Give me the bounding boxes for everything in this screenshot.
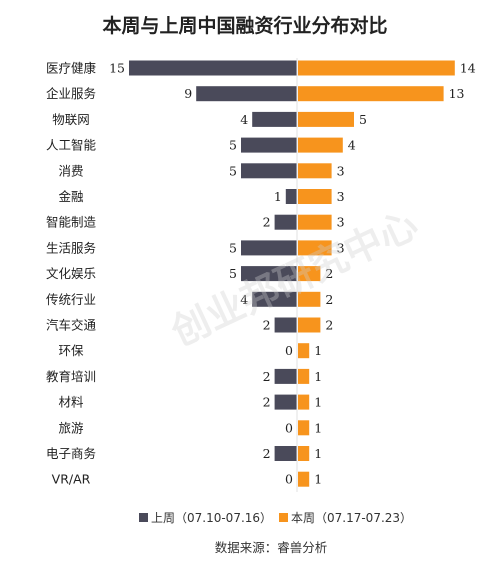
category-label: 金融 [58,189,84,204]
category-label: 生活服务 [46,240,96,255]
data-source: 数据来源：睿兽分析 [215,540,328,555]
bar-last-week [129,60,297,76]
bar-last-week [285,189,297,204]
value-label-this-week: 14 [460,61,476,76]
value-label-this-week: 3 [337,163,345,178]
value-label-last-week: 5 [229,240,237,255]
category-label: 传统行业 [46,292,96,307]
category-label: 消费 [58,163,83,178]
category-label: 旅游 [58,420,84,435]
legend-swatch-this-week [279,513,288,522]
bar-last-week [274,214,297,230]
category-label: 智能制造 [46,215,97,230]
value-label-this-week: 2 [325,292,333,307]
value-label-last-week: 4 [240,292,248,307]
bar-this-week [298,163,332,179]
value-label-this-week: 3 [337,215,345,230]
bar-last-week [274,446,297,461]
value-label-this-week: 1 [314,343,322,358]
value-label-this-week: 4 [348,138,356,153]
value-label-this-week: 1 [314,446,322,461]
bar-this-week [298,291,321,307]
bar-this-week [298,471,310,487]
legend-label-this-week: 本周（07.17-07.23） [291,511,412,525]
value-label-last-week: 2 [263,446,271,461]
category-label: 电子商务 [46,446,96,461]
value-label-last-week: 1 [274,189,282,204]
value-label-last-week: 2 [263,369,271,384]
value-label-last-week: 2 [263,215,271,230]
value-label-this-week: 13 [449,86,465,101]
category-label: 汽车交通 [46,318,97,333]
category-label: 物联网 [52,112,90,127]
category-label: 材料 [58,395,84,410]
bar-last-week [241,163,297,179]
value-label-this-week: 5 [359,112,367,127]
bar-last-week [252,291,297,307]
bar-last-week [241,137,297,153]
bar-this-week [298,214,332,230]
bar-this-week [298,111,354,127]
bar-this-week [298,86,444,102]
bar-last-week [274,368,297,384]
value-label-last-week: 15 [109,61,125,76]
value-label-this-week: 2 [325,318,333,333]
bar-this-week [298,420,310,436]
category-label: 企业服务 [46,86,96,101]
bar-last-week [274,394,297,410]
category-label: 文化娱乐 [46,266,96,281]
bar-last-week [252,111,297,127]
bar-this-week [298,60,455,76]
legend-label-last-week: 上周（07.10-07.16） [151,511,272,525]
category-label: 环保 [58,343,84,358]
bar-this-week [298,240,332,256]
value-label-this-week: 3 [337,240,345,255]
bar-this-week [298,189,332,204]
value-label-this-week: 1 [314,395,322,410]
category-label: 教育培训 [46,369,96,384]
value-label-last-week: 9 [184,86,192,101]
value-label-this-week: 3 [337,189,345,204]
value-label-last-week: 5 [229,138,237,153]
value-label-last-week: 4 [240,112,248,127]
value-label-this-week: 1 [314,420,322,435]
value-label-this-week: 1 [314,369,322,384]
bar-this-week [298,394,310,410]
bar-this-week [298,317,321,333]
value-label-last-week: 2 [263,395,271,410]
legend: 上周（07.10-07.16） 本周（07.17-07.23） [139,511,412,525]
bar-last-week [241,266,297,282]
category-label: VR/AR [52,472,91,487]
value-label-last-week: 0 [285,472,293,487]
bar-this-week [298,266,321,282]
bar-last-week [241,240,297,256]
bar-last-week [196,86,297,102]
value-label-last-week: 0 [285,343,293,358]
bar-this-week [298,368,310,384]
value-label-last-week: 5 [229,163,237,178]
bar-last-week [274,317,297,333]
bar-this-week [298,446,310,461]
value-label-last-week: 2 [263,318,271,333]
value-label-this-week: 2 [325,266,333,281]
value-label-last-week: 0 [285,420,293,435]
value-label-this-week: 1 [314,472,322,487]
bar-this-week [298,343,310,359]
bar-this-week [298,137,343,153]
category-label: 医疗健康 [46,61,97,76]
category-label: 人工智能 [46,138,97,153]
chart-title: 本周与上周中国融资行业分布对比 [102,14,387,37]
legend-swatch-last-week [139,513,148,522]
value-label-last-week: 5 [229,266,237,281]
